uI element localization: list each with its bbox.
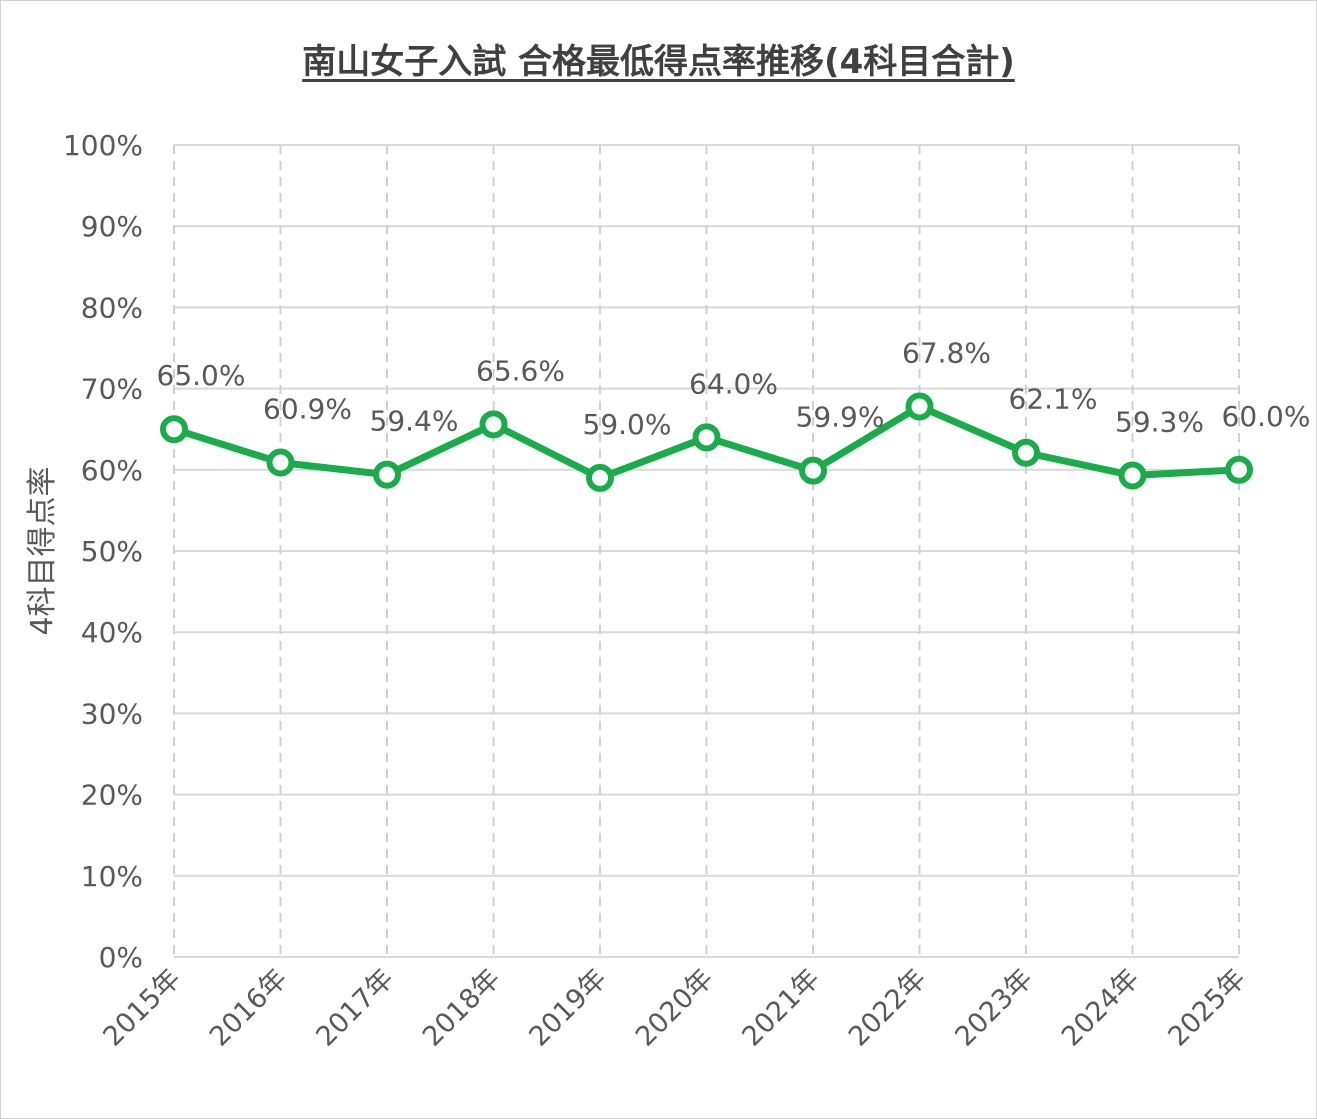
grid-layer	[173, 144, 1240, 958]
y-tick-label: 90%	[81, 210, 143, 243]
data-point	[479, 410, 508, 439]
data-point	[1012, 438, 1040, 467]
data-label: 62.1%	[1009, 383, 1098, 416]
data-label: 59.0%	[583, 408, 672, 441]
data-point	[373, 460, 401, 489]
x-tick-label: 2022年	[843, 963, 933, 1053]
data-point	[266, 448, 295, 477]
y-tick-label: 100%	[63, 129, 143, 162]
data-label: 60.9%	[263, 392, 352, 425]
y-tick-label: 10%	[81, 860, 143, 893]
x-tick-label: 2019年	[523, 963, 613, 1053]
x-tick-label: 2016年	[204, 963, 294, 1053]
x-tick-label: 2020年	[630, 963, 720, 1053]
y-tick-label: 80%	[81, 291, 143, 324]
y-tick-label: 60%	[81, 454, 143, 487]
x-axis-ticks: 2015年 2016年 2017年 2018年 2019年 2020年 2021年 2022年…	[97, 963, 1252, 1053]
y-tick-label: 20%	[81, 779, 143, 812]
data-label: 59.9%	[796, 401, 885, 434]
y-tick-label: 0%	[99, 941, 143, 974]
x-tick-label: 2017年	[310, 963, 400, 1053]
data-point	[692, 423, 721, 452]
x-tick-label: 2023年	[949, 963, 1039, 1053]
data-label: 64.0%	[689, 367, 778, 400]
series-layer	[160, 392, 1253, 492]
y-tick-label: 40%	[81, 616, 143, 649]
x-tick-label: 2015年	[97, 963, 187, 1053]
data-label: 65.0%	[157, 359, 246, 392]
x-tick-label: 2025年	[1162, 963, 1252, 1053]
data-point	[586, 463, 614, 492]
data-label: 65.6%	[476, 354, 565, 387]
data-point	[160, 415, 188, 444]
data-label: 67.8%	[902, 336, 991, 369]
data-labels: 65.0% 60.9% 59.4% 65.6% 59.0% 64.0% 59.9% 67.8%…	[157, 336, 1311, 440]
chart-title: 南山女子入試 合格最低得点率推移(4科目合計)	[302, 42, 1015, 82]
data-point	[905, 392, 934, 421]
data-point	[1225, 455, 1253, 484]
data-label: 59.3%	[1115, 405, 1204, 438]
x-tick-label: 2024年	[1056, 963, 1146, 1053]
data-label: 59.4%	[370, 405, 459, 438]
y-tick-label: 30%	[81, 697, 143, 730]
y-axis-label: 4科目得点率	[25, 466, 60, 635]
x-tick-label: 2021年	[736, 963, 826, 1053]
data-label: 60.0%	[1222, 400, 1311, 433]
data-point	[1118, 461, 1147, 490]
y-tick-label: 70%	[81, 373, 143, 406]
x-tick-label: 2018年	[417, 963, 507, 1053]
y-tick-label: 50%	[81, 535, 143, 568]
y-axis-ticks: 0% 10% 20% 30% 40% 50% 60% 70% 80% 90% 100%	[63, 129, 143, 974]
data-point	[799, 456, 827, 485]
